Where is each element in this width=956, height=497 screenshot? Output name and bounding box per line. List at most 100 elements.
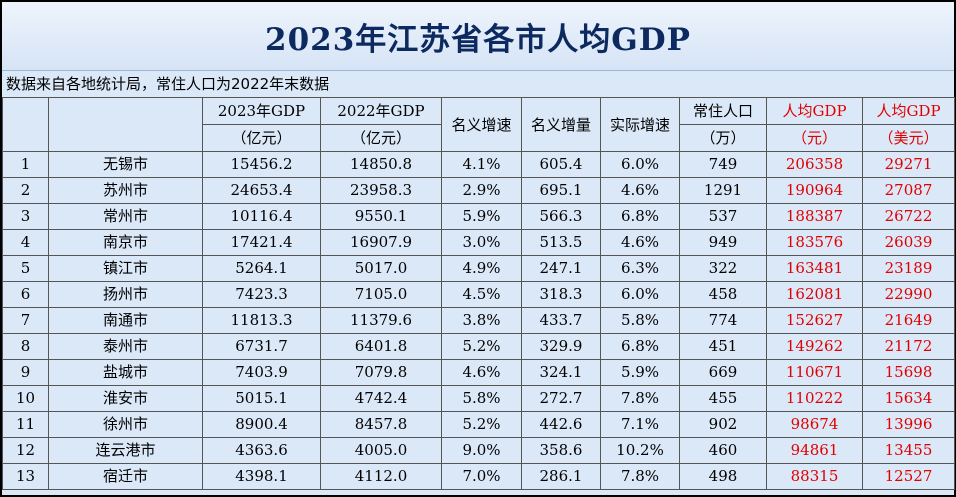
cell-city: 无锡市 [48,151,203,178]
cell-city: 扬州市 [48,281,203,308]
cell-gdp2022: 8457.8 [320,411,442,438]
header-gdp2022-unit: （亿元） [320,124,442,152]
cell-gdp2023: 7423.3 [202,281,321,308]
table-row: 5 镇江市 5264.1 5017.0 4.9% 247.1 6.3% 322 163481 23… [2,255,955,282]
cell-nominal-growth: 9.0% [441,437,522,464]
cell-city: 宿迁市 [48,463,203,490]
cell-real-growth: 6.0% [600,281,680,308]
cell-gdp2023: 6731.7 [202,333,321,360]
cell-city: 镇江市 [48,255,203,282]
cell-gdp2023: 5015.1 [202,385,321,412]
cell-rank: 9 [2,359,49,386]
cell-gdp2022: 7079.8 [320,359,442,386]
cell-gdp2023: 11813.3 [202,307,321,334]
gdp-table: 2023年GDP 2022年GDP 名义增速 名义增量 实际增速 常住人口 人均… [2,97,955,490]
cell-gdp2023: 4363.6 [202,437,321,464]
header-population: 常住人口 [679,97,767,125]
cell-gdp2022: 14850.8 [320,151,442,178]
cell-city: 常州市 [48,203,203,230]
cell-rank: 12 [2,437,49,464]
cell-nominal-growth: 7.0% [441,463,522,490]
cell-nominal-growth: 3.0% [441,229,522,256]
cell-real-growth: 6.8% [600,333,680,360]
table-row: 10 淮安市 5015.1 4742.4 5.8% 272.7 7.8% 455 110222 1… [2,385,955,412]
header-nominal-growth: 名义增速 [441,97,522,152]
cell-gdp2022: 4112.0 [320,463,442,490]
header-real-growth: 实际增速 [600,97,680,152]
cell-per-capita-cny: 188387 [766,203,863,230]
table-row: 6 扬州市 7423.3 7105.0 4.5% 318.3 6.0% 458 162081 22… [2,281,955,308]
cell-nominal-growth: 3.8% [441,307,522,334]
page-title: 2023年江苏省各市人均GDP [265,21,691,58]
cell-per-capita-usd: 13455 [862,437,955,464]
cell-nominal-increase: 605.4 [521,151,601,178]
cell-population: 458 [679,281,767,308]
cell-per-capita-usd: 23189 [862,255,955,282]
cell-per-capita-cny: 88315 [766,463,863,490]
cell-real-growth: 6.8% [600,203,680,230]
cell-per-capita-cny: 152627 [766,307,863,334]
cell-per-capita-cny: 149262 [766,333,863,360]
header-population-unit: （万） [679,124,767,152]
cell-nominal-growth: 4.5% [441,281,522,308]
cell-nominal-increase: 272.7 [521,385,601,412]
cell-per-capita-cny: 183576 [766,229,863,256]
cell-nominal-increase: 566.3 [521,203,601,230]
cell-per-capita-usd: 12527 [862,463,955,490]
table-row: 8 泰州市 6731.7 6401.8 5.2% 329.9 6.8% 451 149262 21… [2,333,955,360]
cell-population: 460 [679,437,767,464]
cell-gdp2022: 5017.0 [320,255,442,282]
cell-city: 南京市 [48,229,203,256]
cell-population: 774 [679,307,767,334]
source-note: 数据来自各地统计局，常住人口为2022年末数据 [2,71,954,97]
cell-rank: 2 [2,177,49,204]
cell-real-growth: 7.8% [600,463,680,490]
cell-rank: 3 [2,203,49,230]
cell-rank: 4 [2,229,49,256]
cell-per-capita-usd: 13996 [862,411,955,438]
cell-nominal-increase: 442.6 [521,411,601,438]
cell-rank: 8 [2,333,49,360]
header-per-capita-cny-unit: （元） [766,124,863,152]
cell-per-capita-usd: 22990 [862,281,955,308]
header-gdp2022: 2022年GDP [320,97,442,125]
cell-gdp2022: 11379.6 [320,307,442,334]
cell-real-growth: 5.8% [600,307,680,334]
cell-population: 455 [679,385,767,412]
cell-gdp2022: 4005.0 [320,437,442,464]
cell-gdp2022: 4742.4 [320,385,442,412]
cell-per-capita-usd: 21172 [862,333,955,360]
header-gdp2023: 2023年GDP [202,97,321,125]
cell-city: 苏州市 [48,177,203,204]
cell-nominal-increase: 329.9 [521,333,601,360]
header-nominal-increase: 名义增量 [521,97,601,152]
cell-gdp2022: 6401.8 [320,333,442,360]
header-per-capita-cny: 人均GDP [766,97,863,125]
cell-per-capita-cny: 110671 [766,359,863,386]
cell-gdp2022: 9550.1 [320,203,442,230]
cell-gdp2022: 16907.9 [320,229,442,256]
cell-city: 南通市 [48,307,203,334]
cell-nominal-increase: 695.1 [521,177,601,204]
cell-nominal-increase: 513.5 [521,229,601,256]
table-row: 3 常州市 10116.4 9550.1 5.9% 566.3 6.8% 537 188387 2… [2,203,955,230]
cell-real-growth: 4.6% [600,229,680,256]
cell-city: 盐城市 [48,359,203,386]
cell-per-capita-cny: 206358 [766,151,863,178]
cell-per-capita-cny: 94861 [766,437,863,464]
cell-per-capita-usd: 15698 [862,359,955,386]
cell-nominal-growth: 4.9% [441,255,522,282]
cell-rank: 7 [2,307,49,334]
cell-rank: 6 [2,281,49,308]
cell-gdp2023: 8900.4 [202,411,321,438]
table-row: 1 无锡市 15456.2 14850.8 4.1% 605.4 6.0% 749 206358… [2,151,955,178]
cell-nominal-increase: 358.6 [521,437,601,464]
cell-gdp2023: 15456.2 [202,151,321,178]
cell-per-capita-cny: 162081 [766,281,863,308]
cell-per-capita-usd: 26722 [862,203,955,230]
table-row: 13 宿迁市 4398.1 4112.0 7.0% 286.1 7.8% 498 88315 12… [2,463,955,490]
cell-gdp2023: 17421.4 [202,229,321,256]
cell-per-capita-cny: 98674 [766,411,863,438]
cell-population: 1291 [679,177,767,204]
